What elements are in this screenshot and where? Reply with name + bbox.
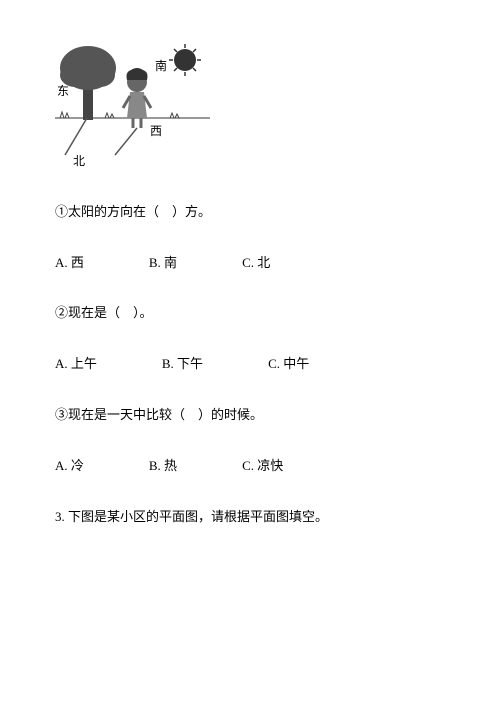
question-2: ②现在是（ ）。 (55, 303, 445, 324)
option-1c: C. 北 (242, 253, 270, 274)
option-1b: B. 南 (149, 253, 177, 274)
question-1-text: ①太阳的方向在（ ）方。 (55, 204, 211, 219)
option-3a: A. 冷 (55, 456, 84, 477)
question-3-options: A. 冷 B. 热 C. 凉快 (55, 456, 445, 477)
scene-illustration: 东 南 西 北 (55, 40, 445, 177)
option-2a: A. 上午 (55, 354, 97, 375)
question-3: ③现在是一天中比较（ ）的时候。 (55, 405, 445, 426)
question-1: ①太阳的方向在（ ）方。 (55, 202, 445, 223)
label-south: 南 (155, 58, 167, 73)
question-3-text: ③现在是一天中比较（ ）的时候。 (55, 407, 263, 422)
question-4-text: 3. 下图是某小区的平面图，请根据平面图填空。 (55, 509, 328, 524)
question-1-options: A. 西 B. 南 C. 北 (55, 253, 445, 274)
option-3b: B. 热 (149, 456, 177, 477)
question-2-options: A. 上午 B. 下午 C. 中午 (55, 354, 445, 375)
label-west: 西 (150, 124, 162, 138)
label-north: 北 (73, 154, 85, 168)
option-2c: C. 中午 (268, 354, 309, 375)
option-2b: B. 下午 (162, 354, 203, 375)
option-1a: A. 西 (55, 253, 84, 274)
question-4: 3. 下图是某小区的平面图，请根据平面图填空。 (55, 507, 445, 528)
label-east: 东 (57, 84, 69, 98)
option-3c: C. 凉快 (242, 456, 283, 477)
question-2-text: ②现在是（ ）。 (55, 305, 153, 320)
